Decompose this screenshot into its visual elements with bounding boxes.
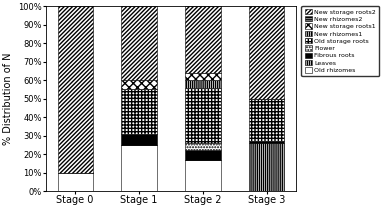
Bar bbox=[58, 6, 93, 173]
Bar bbox=[249, 99, 285, 141]
Bar bbox=[185, 6, 220, 73]
Bar bbox=[121, 145, 157, 191]
Bar bbox=[185, 150, 220, 160]
Bar bbox=[185, 143, 220, 150]
Bar bbox=[121, 134, 157, 145]
Bar bbox=[185, 80, 220, 88]
Bar bbox=[185, 73, 220, 80]
Bar bbox=[121, 6, 157, 80]
Bar bbox=[185, 160, 220, 191]
Bar bbox=[121, 89, 157, 134]
Legend: New storage roots2, New rhizomes2, New storage roots1, New rhizomes1, Old storag: New storage roots2, New rhizomes2, New s… bbox=[301, 6, 379, 76]
Bar bbox=[249, 6, 285, 99]
Bar bbox=[249, 143, 285, 191]
Y-axis label: % Distribution of N: % Distribution of N bbox=[3, 52, 13, 145]
Bar bbox=[249, 141, 285, 143]
Bar bbox=[121, 80, 157, 89]
Bar bbox=[58, 173, 93, 191]
Bar bbox=[185, 88, 220, 143]
